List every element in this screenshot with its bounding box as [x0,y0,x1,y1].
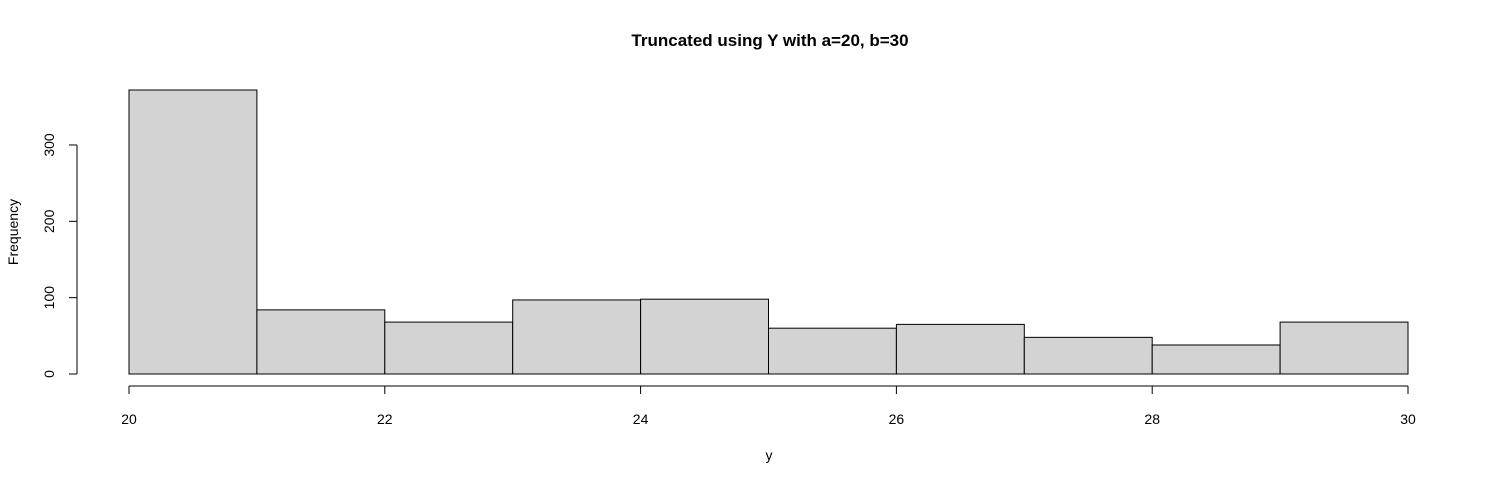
histogram-bars [128,89,1409,375]
y-axis: 0 100 200 300 [41,133,78,378]
x-tick-label: 26 [889,411,905,427]
x-axis-label: y [766,447,773,463]
x-tick-label: 28 [1144,411,1160,427]
y-tick-label: 200 [41,209,57,233]
histogram-bar [512,299,642,375]
histogram-bar [1023,336,1153,375]
chart-title: Truncated using Y with a=20, b=30 [631,31,908,50]
y-tick-label: 100 [41,286,57,310]
histogram-bar [1151,344,1281,375]
y-tick-label: 0 [41,370,57,378]
x-tick-label: 30 [1400,411,1416,427]
y-axis-label: Frequency [5,199,21,265]
x-tick-label: 24 [633,411,649,427]
x-tick-label: 20 [121,411,137,427]
y-tick-label: 300 [41,133,57,157]
histogram-bar [1279,321,1409,375]
x-axis: 20 22 24 26 28 30 [121,385,1416,427]
histogram-bar [895,323,1025,375]
histogram-bar [768,327,897,375]
x-tick-label: 22 [377,411,393,427]
histogram-bar [384,321,514,375]
histogram-bar [256,309,386,375]
histogram-bar [128,89,258,375]
histogram-bar [640,298,769,375]
